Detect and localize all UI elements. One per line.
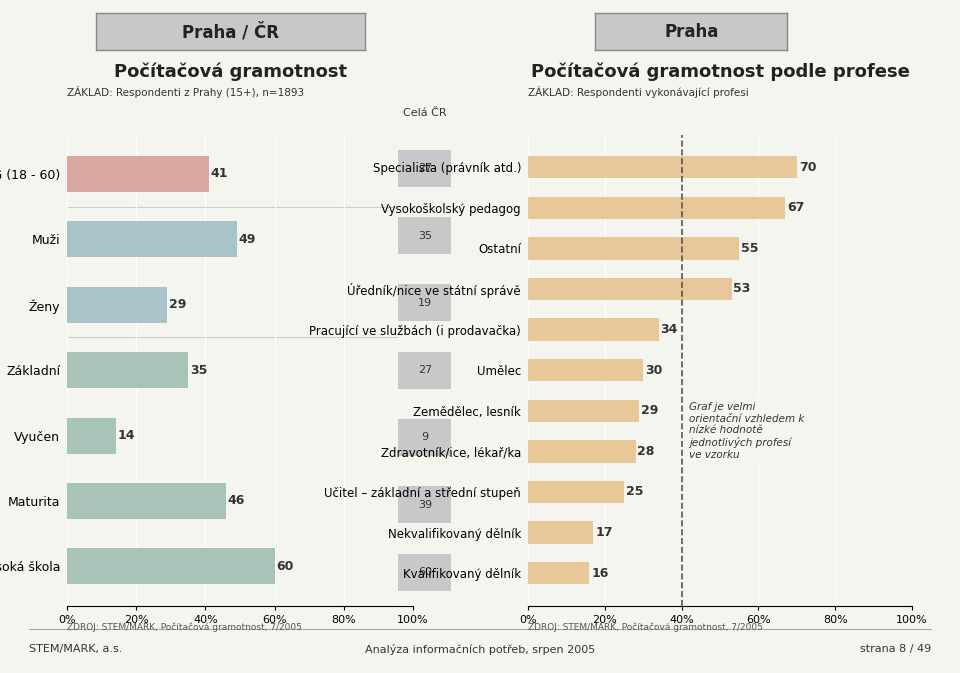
Bar <box>398 284 451 322</box>
Bar <box>67 483 227 519</box>
Bar <box>398 419 451 456</box>
Text: ZDROJ: STEM/MARK, Počítačová gramotnost, 7/2005: ZDROJ: STEM/MARK, Počítačová gramotnost,… <box>528 623 763 632</box>
Text: 25: 25 <box>626 485 643 499</box>
Text: 30: 30 <box>645 363 662 377</box>
Bar <box>398 217 451 254</box>
Text: Praha / ČR: Praha / ČR <box>181 23 279 41</box>
Text: Počítačová gramotnost: Počítačová gramotnost <box>114 63 347 81</box>
Bar <box>398 150 451 187</box>
Text: 17: 17 <box>595 526 612 539</box>
Bar <box>528 562 589 584</box>
Bar <box>67 287 167 323</box>
Text: Celá ČR: Celá ČR <box>403 108 447 118</box>
Bar <box>528 522 593 544</box>
Bar <box>528 318 659 341</box>
Text: Počítačová gramotnost podle profese: Počítačová gramotnost podle profese <box>531 63 909 81</box>
Bar <box>528 237 739 260</box>
Text: 60: 60 <box>276 560 294 573</box>
Bar <box>398 553 451 591</box>
Text: 35: 35 <box>190 363 207 377</box>
Text: ZÁKLAD: Respondenti vykonávající profesi: ZÁKLAD: Respondenti vykonávající profesi <box>528 85 749 98</box>
Text: ZDROJ: STEM/MARK, Počítačová gramotnost, 7/2005: ZDROJ: STEM/MARK, Počítačová gramotnost,… <box>67 623 302 632</box>
Text: 60: 60 <box>418 567 432 577</box>
Bar <box>528 400 639 422</box>
Text: 27: 27 <box>418 164 432 173</box>
Text: strana 8 / 49: strana 8 / 49 <box>860 645 931 654</box>
Text: 55: 55 <box>741 242 758 255</box>
Text: STEM/MARK, a.s.: STEM/MARK, a.s. <box>29 645 122 654</box>
Text: 39: 39 <box>418 500 432 509</box>
Text: 70: 70 <box>799 161 816 174</box>
Bar <box>528 359 643 382</box>
Text: 14: 14 <box>117 429 134 442</box>
Text: 35: 35 <box>418 231 432 240</box>
Bar <box>67 156 209 192</box>
Bar <box>398 352 451 389</box>
Bar <box>398 487 451 524</box>
Bar <box>528 278 732 300</box>
Text: 9: 9 <box>421 433 428 442</box>
Text: 29: 29 <box>169 298 186 312</box>
Text: 49: 49 <box>238 233 255 246</box>
Text: 46: 46 <box>228 495 245 507</box>
Text: Analýza informačních potřeb, srpen 2005: Analýza informačních potřeb, srpen 2005 <box>365 644 595 655</box>
Bar <box>528 197 785 219</box>
Bar <box>67 417 115 454</box>
Text: 34: 34 <box>660 323 678 336</box>
Text: Praha: Praha <box>664 23 718 41</box>
Text: 19: 19 <box>418 298 432 308</box>
Text: 27: 27 <box>418 365 432 375</box>
Text: ZÁKLAD: Respondenti z Prahy (15+), n=1893: ZÁKLAD: Respondenti z Prahy (15+), n=189… <box>67 85 304 98</box>
Bar <box>67 352 188 388</box>
Bar <box>67 221 236 257</box>
Bar <box>528 440 636 462</box>
Text: Graf je velmi
orientační vzhledem k
nízké hodnotě
jednotlivých profesí
ve vzork: Graf je velmi orientační vzhledem k níz… <box>689 402 804 460</box>
Text: 67: 67 <box>787 201 804 214</box>
Text: 41: 41 <box>210 168 228 180</box>
Bar <box>528 156 797 178</box>
Bar <box>528 481 624 503</box>
Text: 29: 29 <box>641 404 659 417</box>
Text: 28: 28 <box>637 445 655 458</box>
Bar <box>67 548 275 584</box>
Text: 53: 53 <box>733 283 751 295</box>
Text: 16: 16 <box>591 567 609 579</box>
